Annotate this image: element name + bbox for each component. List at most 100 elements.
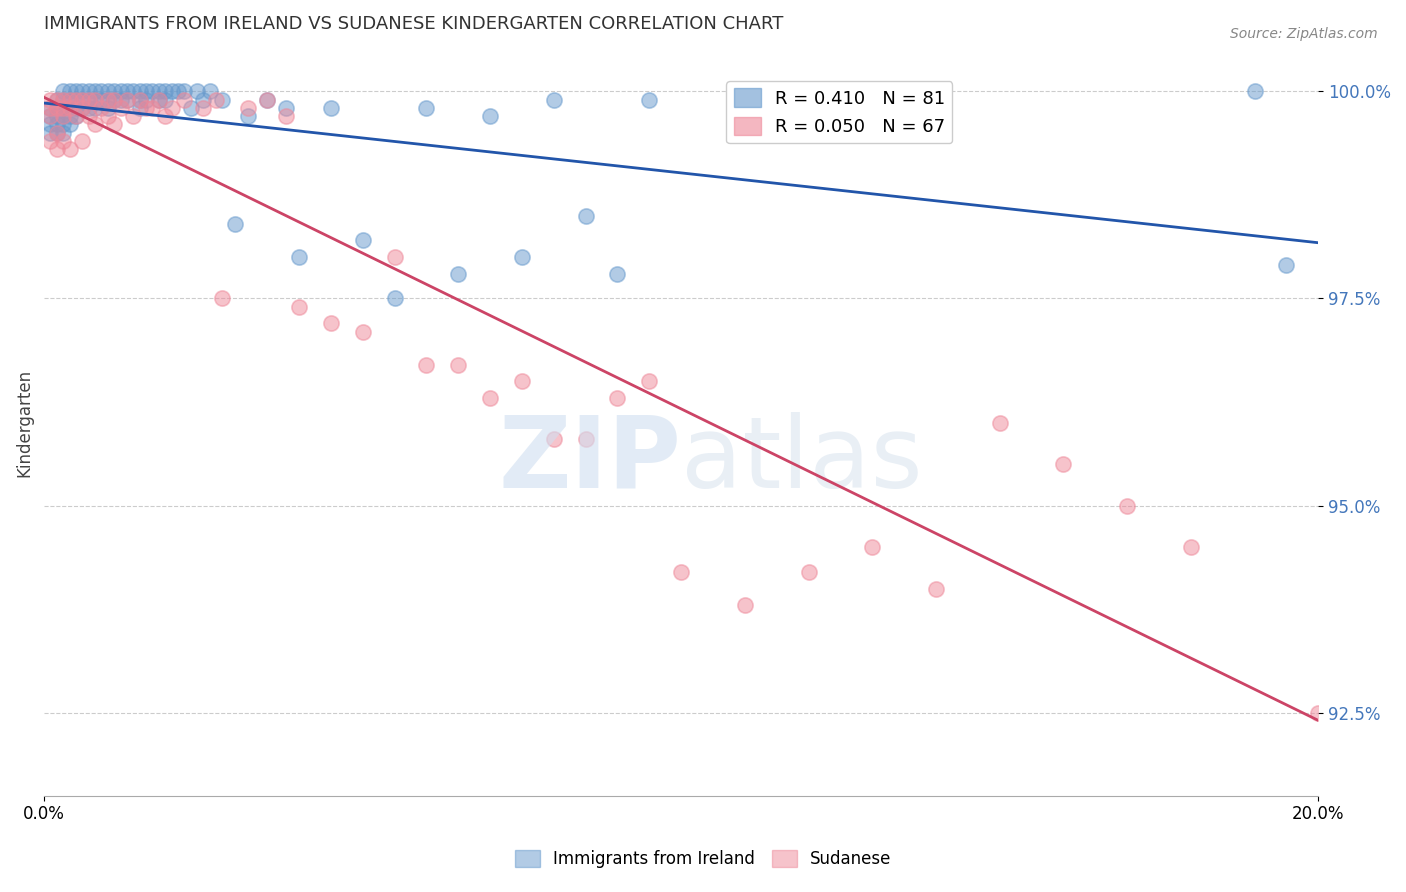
Point <box>45 126 67 140</box>
Point <box>447 267 470 281</box>
Point <box>90 101 112 115</box>
Point <box>352 234 374 248</box>
Point <box>575 433 598 447</box>
Point <box>1275 258 1298 272</box>
Point <box>319 101 342 115</box>
Point <box>153 93 176 107</box>
Point <box>65 101 87 115</box>
Point <box>860 540 883 554</box>
Point <box>128 93 150 107</box>
Point <box>415 358 437 372</box>
Point <box>97 101 120 115</box>
Point <box>72 93 94 107</box>
Point <box>45 109 67 123</box>
Point <box>135 84 157 98</box>
Point <box>65 84 87 98</box>
Point <box>45 93 67 107</box>
Point <box>288 250 311 264</box>
Point <box>110 93 132 107</box>
Point <box>128 93 150 107</box>
Point <box>276 101 298 115</box>
Point <box>45 101 67 115</box>
Legend: R = 0.410   N = 81, R = 0.050   N = 67: R = 0.410 N = 81, R = 0.050 N = 67 <box>727 81 952 144</box>
Point <box>84 84 107 98</box>
Point <box>77 101 100 115</box>
Point <box>160 101 183 115</box>
Text: atlas: atlas <box>681 411 922 508</box>
Point <box>52 117 75 131</box>
Point <box>1243 84 1265 98</box>
Point <box>153 84 176 98</box>
Legend: Immigrants from Ireland, Sudanese: Immigrants from Ireland, Sudanese <box>508 843 898 875</box>
Point <box>103 117 125 131</box>
Point <box>256 93 278 107</box>
Point <box>65 109 87 123</box>
Point <box>141 101 163 115</box>
Point <box>39 109 62 123</box>
Point <box>1116 499 1139 513</box>
Point <box>45 142 67 156</box>
Point <box>638 93 661 107</box>
Text: ZIP: ZIP <box>498 411 681 508</box>
Point <box>135 93 157 107</box>
Point <box>84 93 107 107</box>
Point <box>606 391 628 405</box>
Point <box>103 84 125 98</box>
Point <box>110 84 132 98</box>
Point <box>58 101 80 115</box>
Point <box>39 101 62 115</box>
Point <box>543 93 565 107</box>
Point <box>236 101 259 115</box>
Point <box>97 84 120 98</box>
Point <box>52 134 75 148</box>
Point <box>510 250 533 264</box>
Point <box>97 93 120 107</box>
Point <box>236 109 259 123</box>
Point <box>52 93 75 107</box>
Point <box>352 325 374 339</box>
Point <box>39 134 62 148</box>
Text: IMMIGRANTS FROM IRELAND VS SUDANESE KINDERGARTEN CORRELATION CHART: IMMIGRANTS FROM IRELAND VS SUDANESE KIND… <box>44 15 783 33</box>
Point <box>84 93 107 107</box>
Point <box>205 93 228 107</box>
Point <box>97 93 120 107</box>
Point <box>39 117 62 131</box>
Point <box>638 375 661 389</box>
Point <box>58 101 80 115</box>
Y-axis label: Kindergarten: Kindergarten <box>15 368 32 477</box>
Point <box>141 84 163 98</box>
Point <box>479 109 502 123</box>
Point <box>39 93 62 107</box>
Point <box>72 84 94 98</box>
Point <box>65 93 87 107</box>
Point <box>45 101 67 115</box>
Point <box>148 93 170 107</box>
Point <box>65 93 87 107</box>
Point <box>211 93 233 107</box>
Point <box>128 84 150 98</box>
Point <box>72 134 94 148</box>
Point <box>288 300 311 314</box>
Point <box>77 84 100 98</box>
Point <box>58 109 80 123</box>
Point <box>384 250 406 264</box>
Point <box>211 292 233 306</box>
Point <box>84 117 107 131</box>
Point <box>39 101 62 115</box>
Point <box>1308 706 1330 720</box>
Point <box>97 109 120 123</box>
Point <box>224 217 246 231</box>
Point <box>72 93 94 107</box>
Point <box>39 109 62 123</box>
Point <box>606 267 628 281</box>
Point <box>447 358 470 372</box>
Point <box>669 565 692 579</box>
Point <box>52 126 75 140</box>
Point <box>58 142 80 156</box>
Point <box>115 93 138 107</box>
Point <box>45 93 67 107</box>
Point <box>256 93 278 107</box>
Point <box>148 93 170 107</box>
Point <box>52 101 75 115</box>
Point <box>77 109 100 123</box>
